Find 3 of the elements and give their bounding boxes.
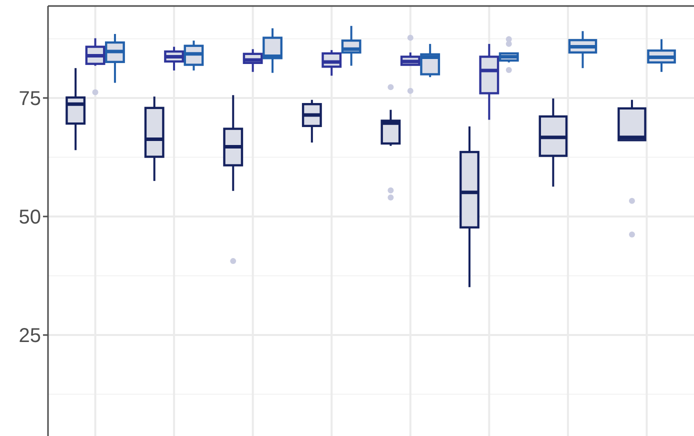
y-tick-label: 50 [18, 206, 41, 229]
y-tick-label: 25 [18, 325, 41, 348]
y-tick-label: 75 [18, 88, 41, 110]
